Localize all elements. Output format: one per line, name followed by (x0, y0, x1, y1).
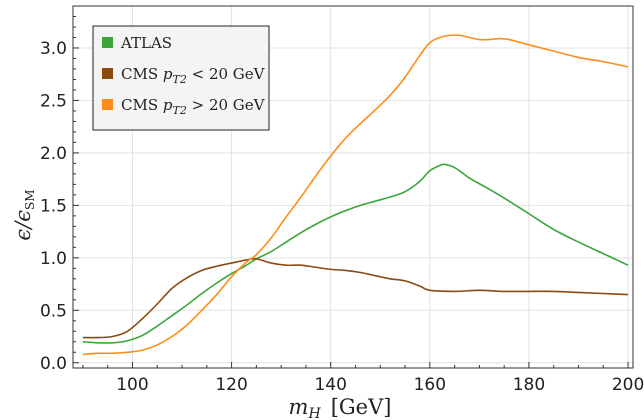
x-tick-label: 120 (215, 375, 247, 395)
y-tick-label: 0.0 (40, 354, 67, 374)
legend-label-atlas: ATLAS (120, 34, 172, 52)
legend: ATLAS CMS pT2 < 20 GeV CMS pT2 > 20 GeV (92, 25, 270, 131)
x-tick-label: 100 (116, 375, 148, 395)
x-tick-label: 140 (314, 375, 346, 395)
x-tick-label: 200 (612, 375, 644, 395)
series-line-2 (82, 34, 629, 356)
legend-label-cms-high: CMS pT2 > 20 GeV (121, 96, 266, 117)
y-tick-label: 0.5 (40, 301, 67, 321)
legend-swatch-cms-low (102, 68, 113, 79)
ticks-layer: 100 120 140 160 180 200 0.0 0.5 1.0 1.5 2.0 2.5 3.0 (40, 15, 644, 395)
x-tick-label: 180 (513, 375, 545, 395)
legend-box (92, 25, 270, 131)
y-tick-label: 1.5 (40, 196, 67, 216)
legend-swatch-atlas (102, 37, 113, 48)
x-axis-title: mH [GeV] (289, 395, 392, 420)
y-axis-title: ϵ/ϵSM (11, 189, 37, 240)
series-layer (82, 34, 629, 356)
y-tick-label: 1.0 (40, 249, 67, 269)
series-line-1 (82, 257, 629, 339)
legend-label-cms-low: CMS pT2 < 20 GeV (121, 65, 266, 86)
y-tick-label: 3.0 (40, 39, 67, 59)
legend-swatch-cms-high (102, 99, 113, 110)
plot-frame (72, 5, 634, 369)
x-tick-label: 160 (414, 375, 446, 395)
y-tick-label: 2.5 (40, 91, 67, 111)
y-tick-label: 2.0 (40, 144, 67, 164)
series-line-0 (82, 163, 629, 344)
